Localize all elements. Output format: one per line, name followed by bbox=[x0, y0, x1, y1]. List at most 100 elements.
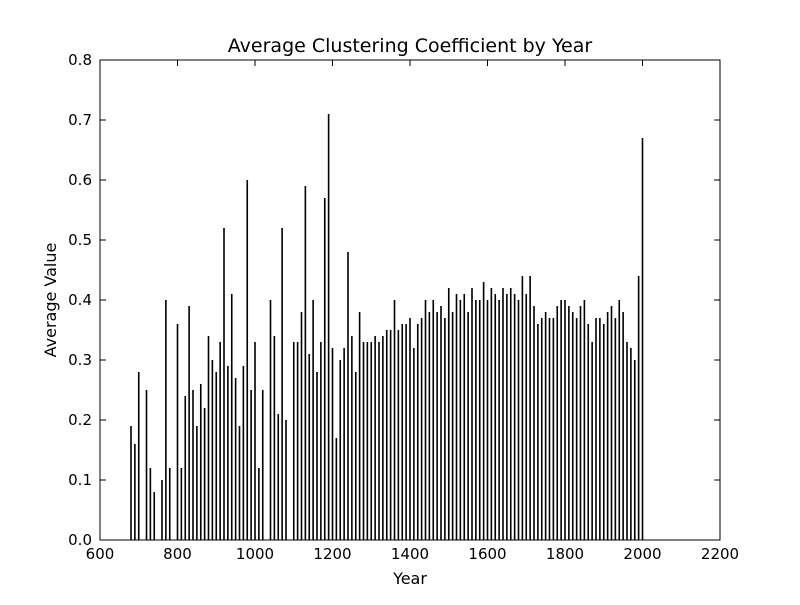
x-axis-label: Year bbox=[392, 569, 427, 588]
bar-1920 bbox=[610, 306, 613, 540]
bar-1460 bbox=[432, 300, 435, 540]
bar-1280 bbox=[362, 342, 365, 540]
bar-1850 bbox=[583, 300, 586, 540]
bar-760 bbox=[161, 480, 163, 540]
bar-1390 bbox=[405, 324, 407, 540]
bar-1430 bbox=[420, 318, 423, 540]
bar-770 bbox=[165, 300, 167, 540]
x-tick-label: 2000 bbox=[623, 545, 661, 563]
bar-1010 bbox=[258, 468, 260, 540]
bar-1350 bbox=[389, 330, 392, 540]
bar-740 bbox=[153, 492, 156, 540]
bar-820 bbox=[184, 396, 187, 540]
y-axis-ticks: 0.0 0.1 0.2 0.3 0.4 0.5 0.6 0.7 0.8 bbox=[68, 51, 720, 549]
bar-940 bbox=[230, 294, 233, 540]
bar-1310 bbox=[374, 336, 376, 540]
y-tick-label: 0.3 bbox=[68, 351, 92, 369]
bar-1300 bbox=[370, 342, 373, 540]
bar-980 bbox=[246, 180, 249, 540]
bar-1620 bbox=[494, 294, 497, 540]
bar-1680 bbox=[517, 300, 520, 540]
bar-1080 bbox=[285, 420, 287, 540]
bar-1360 bbox=[393, 300, 396, 540]
bar-1990 bbox=[637, 276, 640, 540]
chart-title: Average Clustering Coefficient by Year bbox=[228, 35, 593, 57]
bar-1410 bbox=[413, 348, 415, 540]
bar-1700 bbox=[525, 294, 528, 540]
x-tick-label: 800 bbox=[163, 545, 192, 563]
bar-2000 bbox=[641, 138, 644, 540]
bar-1610 bbox=[490, 288, 493, 540]
y-axis-label: Average Value bbox=[41, 243, 60, 358]
bar-800 bbox=[176, 324, 179, 540]
bar-1400 bbox=[409, 318, 411, 540]
bar-1190 bbox=[327, 114, 330, 540]
bar-1340 bbox=[385, 330, 388, 540]
bar-1160 bbox=[316, 372, 318, 540]
bar-920 bbox=[223, 228, 225, 540]
bar-1100 bbox=[292, 342, 295, 540]
bar-1960 bbox=[626, 342, 628, 540]
bar-1210 bbox=[335, 438, 338, 540]
bar-840 bbox=[192, 390, 194, 540]
bar-1000 bbox=[254, 342, 256, 540]
bar-1150 bbox=[312, 300, 314, 540]
bar-1330 bbox=[382, 336, 384, 540]
bar-970 bbox=[242, 366, 245, 540]
bar-1780 bbox=[556, 306, 559, 540]
bar-1070 bbox=[281, 228, 283, 540]
bar-1900 bbox=[602, 324, 605, 540]
y-tick-label: 0.8 bbox=[68, 51, 92, 69]
bar-880 bbox=[207, 336, 210, 540]
y-tick-label: 0.1 bbox=[68, 471, 92, 489]
bar-1520 bbox=[455, 294, 458, 540]
bar-1690 bbox=[521, 276, 524, 540]
bar-1170 bbox=[320, 342, 322, 540]
bar-1380 bbox=[401, 324, 404, 540]
x-tick-label: 1800 bbox=[546, 545, 584, 563]
bar-1840 bbox=[579, 306, 582, 540]
bar-810 bbox=[180, 468, 183, 540]
bar-1730 bbox=[537, 324, 539, 540]
bar-1670 bbox=[513, 294, 516, 540]
bar-1650 bbox=[506, 294, 508, 540]
bar-1440 bbox=[424, 300, 427, 540]
y-tick-label: 0.4 bbox=[68, 291, 92, 309]
bar-1880 bbox=[595, 318, 597, 540]
bar-890 bbox=[211, 360, 214, 540]
bar-680 bbox=[130, 426, 132, 540]
bar-1660 bbox=[509, 288, 512, 540]
bar-1590 bbox=[482, 282, 485, 540]
x-tick-label: 1400 bbox=[391, 545, 429, 563]
bar-1970 bbox=[630, 348, 632, 540]
bar-1500 bbox=[447, 288, 450, 540]
bar-1940 bbox=[618, 300, 621, 540]
bar-950 bbox=[234, 378, 237, 540]
bar-690 bbox=[134, 444, 136, 540]
bar-850 bbox=[196, 426, 198, 540]
bar-1200 bbox=[331, 348, 334, 540]
bar-1370 bbox=[397, 330, 400, 540]
bar-720 bbox=[145, 390, 148, 540]
bar-1050 bbox=[273, 336, 276, 540]
bar-1040 bbox=[269, 300, 272, 540]
bar-830 bbox=[188, 306, 190, 540]
bar-1640 bbox=[502, 288, 504, 540]
bar-1980 bbox=[633, 360, 636, 540]
bar-1770 bbox=[552, 318, 555, 540]
bar-1230 bbox=[343, 348, 345, 540]
bar-1950 bbox=[622, 312, 624, 540]
bar-900 bbox=[215, 372, 218, 540]
bar-1890 bbox=[599, 318, 601, 540]
bar-910 bbox=[219, 342, 221, 540]
bar-1530 bbox=[459, 300, 462, 540]
bar-1420 bbox=[416, 324, 419, 540]
bar-1750 bbox=[544, 312, 547, 540]
bars-group bbox=[130, 114, 644, 540]
y-tick-label: 0.2 bbox=[68, 411, 92, 429]
bar-1540 bbox=[463, 294, 466, 540]
bar-1810 bbox=[568, 306, 570, 540]
bar-1790 bbox=[560, 300, 562, 540]
bar-990 bbox=[250, 390, 252, 540]
